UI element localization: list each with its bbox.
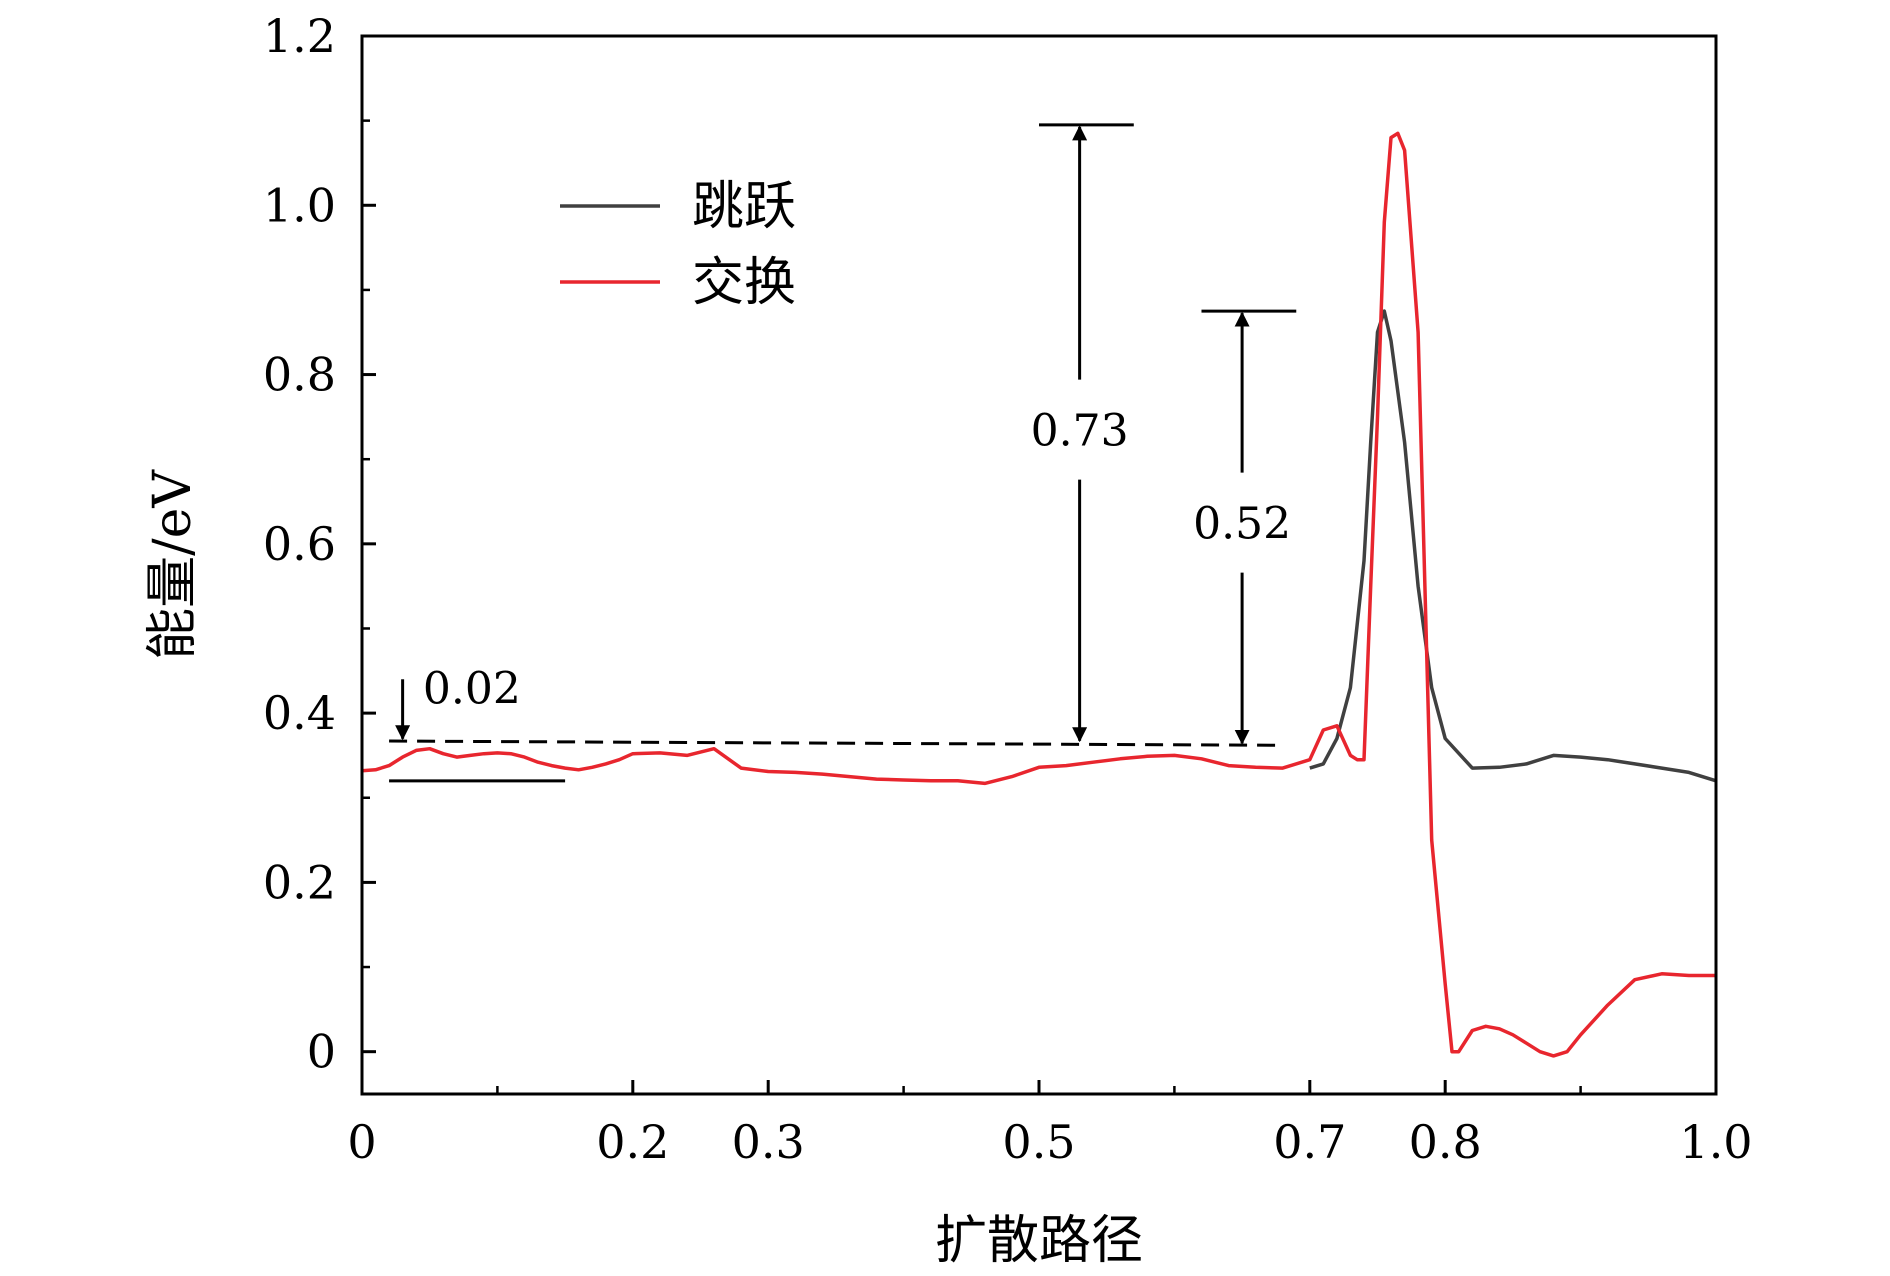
- y-tick-label: 0.4: [263, 686, 336, 740]
- x-tick-label: 0: [347, 1115, 376, 1169]
- y-axis-title: 能量/eV: [143, 469, 203, 660]
- x-tick-label: 1.0: [1679, 1115, 1752, 1169]
- x-tick-label: 0.3: [732, 1115, 805, 1169]
- legend-label: 跳跃: [692, 177, 796, 237]
- series-line-0: [1309, 309, 1717, 783]
- x-axis-title: 扩散路径: [935, 1211, 1143, 1271]
- series-line-1: [361, 131, 1716, 1058]
- y-tick-label: 0.2: [263, 855, 336, 909]
- y-tick-label: 0: [307, 1025, 336, 1079]
- annotation-label: 0.52: [1193, 499, 1291, 550]
- dashed-level: [389, 739, 1283, 747]
- x-tick-label: 0.5: [1002, 1115, 1075, 1169]
- x-tick-label: 0.2: [596, 1115, 669, 1169]
- x-tick-label: 0.8: [1409, 1115, 1482, 1169]
- y-tick-label: 0.8: [263, 348, 336, 402]
- x-tick-label: 0.7: [1273, 1115, 1346, 1169]
- y-tick-label: 1.0: [263, 178, 336, 232]
- annotation-label: 0.02: [423, 664, 521, 715]
- annotation-label: 0.73: [1031, 406, 1129, 457]
- plot-frame: [360, 34, 1718, 1096]
- legend-label: 交换: [692, 253, 796, 313]
- y-tick-label: 0.6: [263, 517, 336, 571]
- y-tick-label: 1.2: [263, 9, 336, 63]
